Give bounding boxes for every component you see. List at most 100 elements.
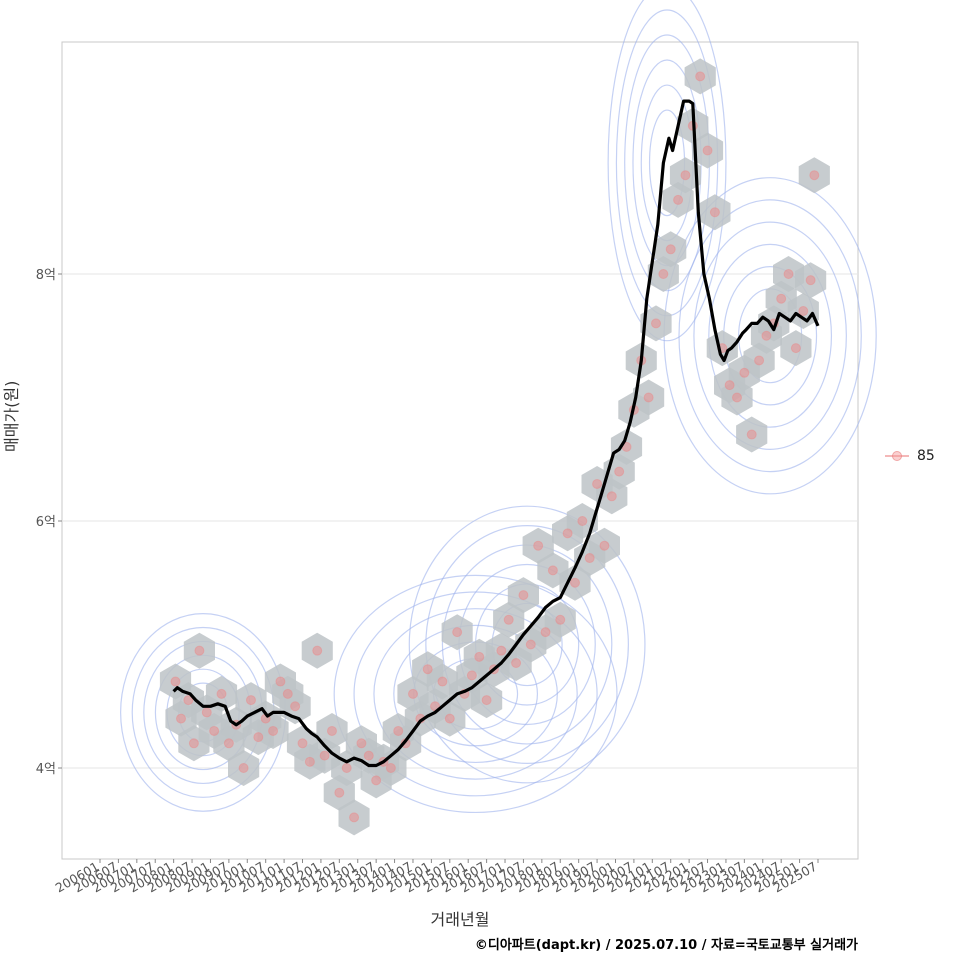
hexbin-cell (441, 614, 473, 651)
transaction-point (304, 756, 315, 767)
density-contour (708, 243, 833, 428)
density-contour (678, 199, 862, 473)
hexbin-cell (684, 58, 716, 95)
transaction-point (614, 466, 625, 477)
density-contour (373, 608, 578, 780)
transaction-point (356, 738, 367, 749)
transaction-point (363, 750, 374, 761)
hexbin-cell (507, 577, 539, 614)
transaction-point (170, 676, 181, 687)
hexbin-cell (699, 194, 731, 231)
hexbin-cell (795, 262, 827, 299)
transaction-point (407, 688, 418, 699)
density-contour (693, 221, 847, 450)
transaction-point (422, 664, 433, 675)
transaction-point (312, 645, 323, 656)
hexbin-cell (610, 428, 643, 465)
transaction-point (643, 392, 654, 403)
density-contour (408, 505, 646, 784)
transaction-point (176, 713, 187, 724)
legend: 85 (885, 446, 935, 466)
hexbin-cell (205, 675, 238, 712)
transaction-point (562, 528, 573, 539)
hexbin-cell (301, 632, 333, 669)
trend-line-layer (172, 99, 820, 768)
transaction-point (761, 330, 772, 341)
hexbin-cell (640, 305, 672, 342)
density-contour (607, 0, 727, 342)
y-tick-label: 4억 (36, 762, 56, 777)
x-axis-title: 거래년월 (430, 910, 490, 929)
transaction-point (606, 491, 617, 502)
transaction-point (275, 676, 286, 687)
transaction-point (731, 392, 742, 403)
transaction-point (216, 688, 227, 699)
transaction-point (209, 725, 220, 736)
transaction-point (790, 343, 801, 354)
hexbin-cell (588, 527, 620, 564)
transaction-point (577, 516, 588, 526)
transaction-point (481, 695, 492, 706)
transaction-point (297, 738, 308, 749)
transaction-point (584, 553, 595, 564)
y-tick-label: 8억 (36, 268, 56, 283)
hexbin-cell (736, 416, 768, 453)
transaction-point (673, 194, 684, 205)
hexbin-cell (522, 527, 554, 564)
transaction-point (194, 645, 205, 656)
hexbin-cell (471, 682, 503, 719)
transaction-point (809, 170, 820, 181)
hexbin-cell (780, 330, 812, 367)
transaction-point (754, 355, 765, 366)
transaction-point (533, 540, 544, 551)
transaction-point (680, 170, 691, 181)
transaction-point (540, 627, 551, 638)
transaction-point (724, 380, 735, 391)
transaction-point (282, 688, 293, 699)
transaction-point (326, 725, 337, 736)
transaction-point (201, 707, 212, 718)
hexbin-cell (655, 231, 687, 268)
transaction-point (223, 738, 234, 749)
transaction-point (385, 763, 396, 773)
hexbin-cell (316, 713, 348, 749)
transaction-point (739, 367, 750, 378)
transaction-point (776, 293, 787, 304)
axes: 4억6억8억2006012006072007012007072008012008… (36, 268, 820, 895)
transaction-point (547, 565, 558, 576)
transaction-point (496, 645, 507, 656)
transaction-point (511, 658, 522, 669)
transaction-point (518, 590, 529, 601)
hexbin-cell (338, 799, 370, 836)
transaction-point (474, 651, 485, 662)
hexbin-cell (434, 700, 466, 737)
transaction-point (437, 676, 448, 687)
hexbin-cell (559, 564, 591, 601)
transaction-point (805, 275, 816, 286)
hexbin-cell (633, 379, 665, 416)
legend-label: 85 (917, 448, 935, 464)
y-axis-title: 매매가(원) (2, 380, 21, 452)
transaction-point (371, 775, 382, 786)
density-contour (425, 525, 629, 764)
hexbin-cell (706, 330, 738, 367)
transaction-point (245, 695, 256, 706)
hexbin-cell (183, 632, 215, 669)
transaction-point (658, 269, 669, 279)
hexbin-cell (798, 157, 830, 194)
hexbin-cell (544, 601, 576, 638)
density-contour (333, 574, 618, 814)
transaction-point (798, 306, 809, 317)
transaction-point (569, 577, 580, 588)
transaction-points (170, 71, 820, 823)
transaction-point (319, 750, 330, 761)
transaction-point (503, 614, 514, 625)
price-trend-line (172, 99, 820, 768)
transaction-point (334, 787, 345, 798)
transaction-point (525, 639, 536, 650)
transaction-point (188, 738, 199, 749)
hexbin-layer (159, 58, 830, 836)
hexbin-cell (390, 725, 422, 762)
hexbin-cell (257, 713, 289, 749)
